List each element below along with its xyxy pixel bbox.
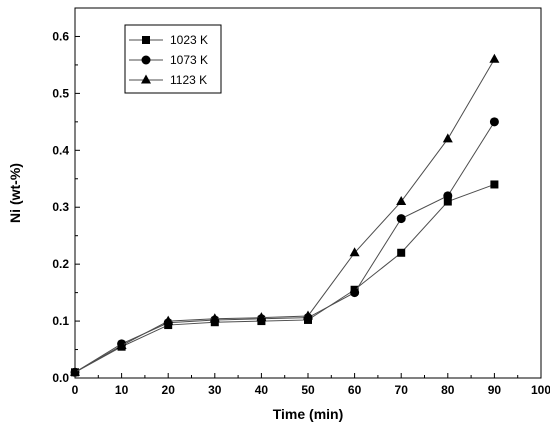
data-point-triangle	[442, 133, 453, 143]
y-tick-label: 0.5	[52, 86, 69, 100]
data-point-triangle	[489, 53, 500, 63]
x-tick-label: 80	[441, 383, 455, 397]
x-axis: 0 10 20 30 40 50 60 70 80 90 100	[72, 373, 550, 397]
series-square	[71, 180, 499, 377]
y-tick-label: 0.1	[52, 314, 69, 328]
legend-item: 1073 K	[129, 53, 208, 67]
x-tick-label: 90	[488, 383, 502, 397]
x-tick-label: 50	[301, 383, 315, 397]
data-point-triangle	[209, 313, 220, 323]
series-line	[74, 121, 495, 373]
data-point-triangle	[163, 315, 174, 325]
data-point-circle	[443, 191, 453, 201]
data-point-square	[397, 248, 406, 257]
y-tick-label: 0.2	[52, 257, 69, 271]
legend-marker-triangle	[141, 74, 151, 84]
legend-marker-circle	[141, 55, 151, 65]
x-tick-label: 20	[162, 383, 176, 397]
series-line	[74, 183, 495, 373]
y-tick-label: 0.4	[52, 143, 69, 157]
legend: 1023 K 1073 K 1123 K	[124, 24, 222, 94]
x-tick-label: 100	[531, 383, 550, 397]
series-line	[74, 58, 495, 373]
data-point-circle	[489, 117, 499, 127]
x-tick-label: 0	[72, 383, 79, 397]
x-tick-label: 40	[255, 383, 269, 397]
y-tick-label: 0.6	[52, 29, 69, 43]
data-point-triangle	[256, 312, 267, 322]
x-tick-label: 10	[115, 383, 129, 397]
x-tick-label: 30	[208, 383, 222, 397]
data-point-circle	[350, 288, 360, 298]
data-point-circle	[396, 214, 406, 224]
data-point-triangle	[349, 247, 360, 257]
y-axis-title: Ni (wt-%)	[7, 163, 23, 223]
legend-label: 1023 K	[170, 33, 208, 47]
data-point-triangle	[396, 196, 407, 206]
x-tick-label: 70	[395, 383, 409, 397]
y-axis: 0.0 0.1 0.2 0.3 0.4 0.5 0.6	[52, 7, 80, 385]
legend-label: 1073 K	[170, 53, 208, 67]
data-point-triangle	[70, 366, 80, 376]
legend-label: 1123 K	[170, 73, 207, 87]
data-point-square	[490, 180, 499, 189]
data-point-triangle	[116, 340, 127, 350]
data-point-triangle	[303, 310, 313, 320]
series-triangle	[70, 53, 500, 376]
x-tick-label: 60	[348, 383, 362, 397]
x-axis-title: Time (min)	[273, 406, 344, 422]
series-layer	[70, 53, 500, 377]
data-point-square	[443, 197, 452, 206]
legend-box	[124, 24, 222, 94]
legend-marker-square	[142, 36, 150, 44]
legend-item: 1023 K	[129, 33, 208, 47]
legend-item: 1123 K	[129, 73, 207, 87]
y-tick-label: 0.0	[52, 371, 69, 385]
y-tick-label: 0.3	[52, 200, 69, 214]
